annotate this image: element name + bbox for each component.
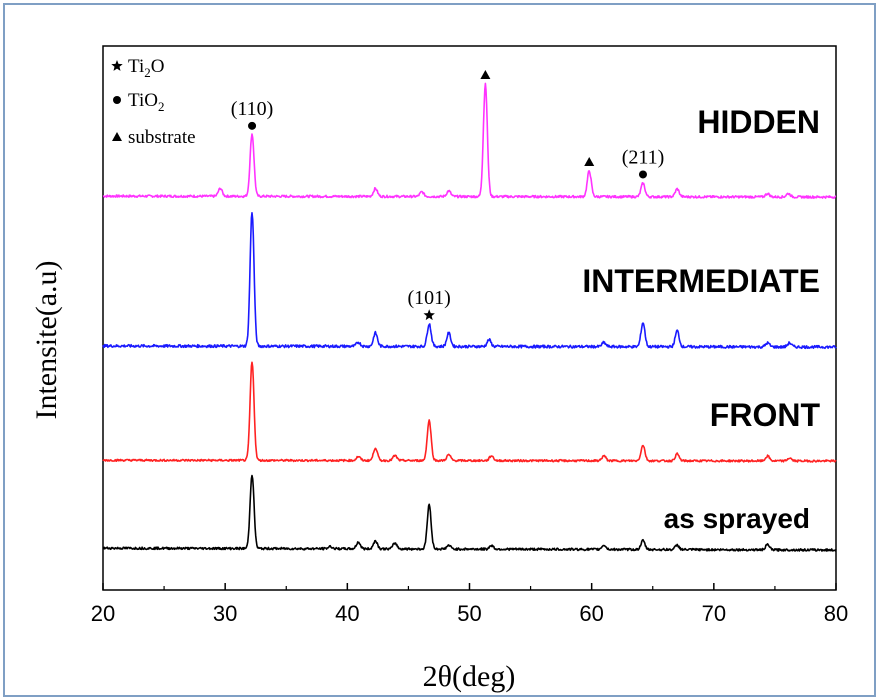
series-line-1 [102,212,837,350]
series-line-0 [102,82,837,199]
series-label: FRONT [710,397,821,433]
legend-entry-star: Ti2O [128,56,164,80]
x-tick-label: 60 [579,601,603,626]
peak-marker-triangle [584,157,595,167]
series-label: as sprayed [664,503,810,534]
peak-marker-circle [113,96,121,104]
peak-marker-triangle [480,70,491,79]
series-label: INTERMEDIATE [582,263,820,299]
peak-marker-circle [248,121,257,130]
x-tick-label: 40 [335,601,359,626]
x-tick-label: 50 [457,601,481,626]
series-label: HIDDEN [697,104,820,140]
series-line-3 [102,474,837,552]
peak-marker-star [111,60,123,71]
legend-entry-circle: TiO2 [128,90,164,114]
peak-index-label: (110) [231,98,274,120]
x-tick-label: 20 [91,601,115,626]
x-tick-label: 80 [824,601,848,626]
peak-marker-triangle [112,132,122,141]
figure-frame [3,3,876,697]
x-tick-label: 30 [213,601,237,626]
peak-index-label: (101) [408,287,451,309]
x-axis-label: 2θ(deg) [423,660,516,693]
peak-marker-circle [638,170,647,179]
legend-entry-triangle: substrate [128,127,196,148]
peak-index-label: (211) [622,146,665,168]
x-tick-label: 70 [702,601,726,626]
y-axis-label: Intensite(a.u) [30,260,63,419]
peak-marker-star [423,309,435,321]
series-line-2 [102,361,837,463]
